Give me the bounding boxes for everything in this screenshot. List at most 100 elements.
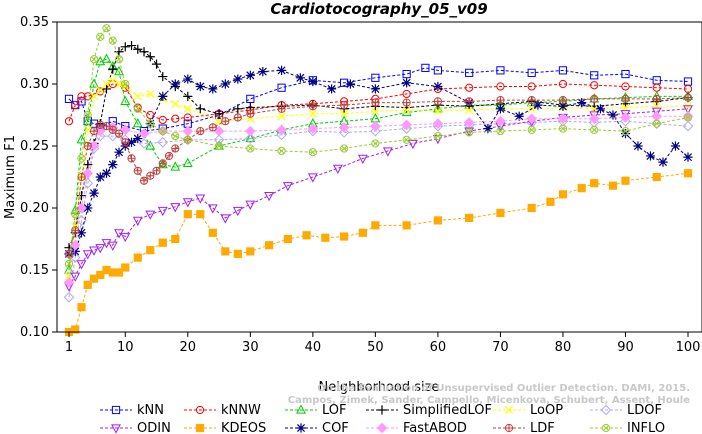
data-point xyxy=(170,79,180,89)
data-point xyxy=(114,79,124,89)
series-line xyxy=(68,58,688,271)
data-point xyxy=(195,194,206,204)
data-point xyxy=(214,109,224,119)
data-point xyxy=(620,129,631,139)
data-point xyxy=(358,228,367,237)
data-point xyxy=(183,74,193,84)
data-point xyxy=(71,210,80,219)
y-tick-label: 0.20 xyxy=(20,201,49,216)
data-point xyxy=(96,270,105,280)
data-point xyxy=(433,107,442,116)
data-point xyxy=(146,246,155,255)
data-point xyxy=(258,67,268,77)
data-point xyxy=(558,190,568,199)
series-loop xyxy=(64,76,693,281)
data-point xyxy=(114,47,124,57)
data-point xyxy=(133,104,142,113)
data-point xyxy=(196,210,205,219)
data-point xyxy=(340,144,349,153)
data-point xyxy=(83,280,92,289)
data-point xyxy=(171,99,180,108)
legend-label: LDOF xyxy=(627,403,662,418)
data-point xyxy=(233,104,243,114)
data-point xyxy=(114,268,124,277)
data-point xyxy=(70,272,81,282)
data-point xyxy=(433,97,442,106)
legend-item-ldof: LDOF xyxy=(590,403,662,418)
legend-marker xyxy=(111,424,121,434)
data-point xyxy=(651,110,663,122)
data-point xyxy=(170,203,181,213)
data-point xyxy=(213,134,225,146)
x-tick-label: 20 xyxy=(180,340,197,355)
data-point xyxy=(96,87,105,96)
data-point xyxy=(382,147,393,157)
data-point xyxy=(151,59,162,69)
data-point xyxy=(652,119,661,128)
data-point xyxy=(171,144,180,153)
data-point xyxy=(158,159,167,168)
data-point xyxy=(371,98,380,107)
data-point xyxy=(89,78,99,88)
data-point xyxy=(514,111,524,121)
data-point xyxy=(683,169,693,178)
data-point xyxy=(89,127,99,136)
data-point xyxy=(370,125,381,137)
legend-label: LDF xyxy=(530,421,555,434)
series-inflo xyxy=(64,24,693,268)
data-point xyxy=(332,164,343,174)
data-point xyxy=(89,55,99,64)
data-point xyxy=(183,91,193,101)
legend-item-loop: LoOP xyxy=(493,403,563,418)
data-point xyxy=(121,263,130,272)
data-point xyxy=(621,69,630,79)
data-point xyxy=(557,113,569,125)
data-point xyxy=(264,192,275,202)
data-point xyxy=(183,135,192,144)
data-point xyxy=(496,66,505,75)
data-point xyxy=(70,246,80,256)
data-point xyxy=(402,69,411,79)
data-point xyxy=(432,118,444,129)
data-point xyxy=(527,125,536,134)
series-odin xyxy=(64,105,693,292)
data-point xyxy=(527,68,536,77)
legend-marker xyxy=(504,405,514,415)
data-point xyxy=(245,125,256,137)
data-point xyxy=(465,97,474,106)
data-point xyxy=(108,64,118,74)
data-point xyxy=(120,42,130,52)
data-point xyxy=(246,94,255,103)
data-point xyxy=(277,146,286,156)
data-point xyxy=(621,176,630,185)
data-point xyxy=(495,104,506,114)
data-point xyxy=(83,203,93,213)
data-point xyxy=(683,152,693,162)
legend: kNN kNNW LOF SimplifiedLOF LoOP LDOF ODIN KDEOS… xyxy=(100,403,665,434)
data-point xyxy=(182,198,193,208)
data-point xyxy=(89,246,99,256)
data-point xyxy=(120,95,131,105)
series-knnw xyxy=(64,79,693,126)
data-point xyxy=(433,66,442,75)
data-point xyxy=(171,234,180,244)
legend-label: kNN xyxy=(137,403,164,418)
data-point xyxy=(208,228,217,237)
data-point xyxy=(277,112,286,121)
data-point xyxy=(94,130,106,142)
data-point xyxy=(483,124,493,134)
data-point xyxy=(233,113,242,122)
data-point xyxy=(133,44,143,54)
legend-marker xyxy=(195,405,205,415)
legend-marker xyxy=(601,423,611,433)
data-point xyxy=(221,247,230,256)
data-point xyxy=(340,232,349,241)
data-point xyxy=(101,168,112,178)
series-line xyxy=(68,172,689,333)
x-tick-label: 70 xyxy=(492,340,509,355)
data-point xyxy=(119,124,131,136)
data-point xyxy=(402,135,411,144)
legend-label: LOF xyxy=(322,403,347,418)
data-point xyxy=(102,122,111,131)
